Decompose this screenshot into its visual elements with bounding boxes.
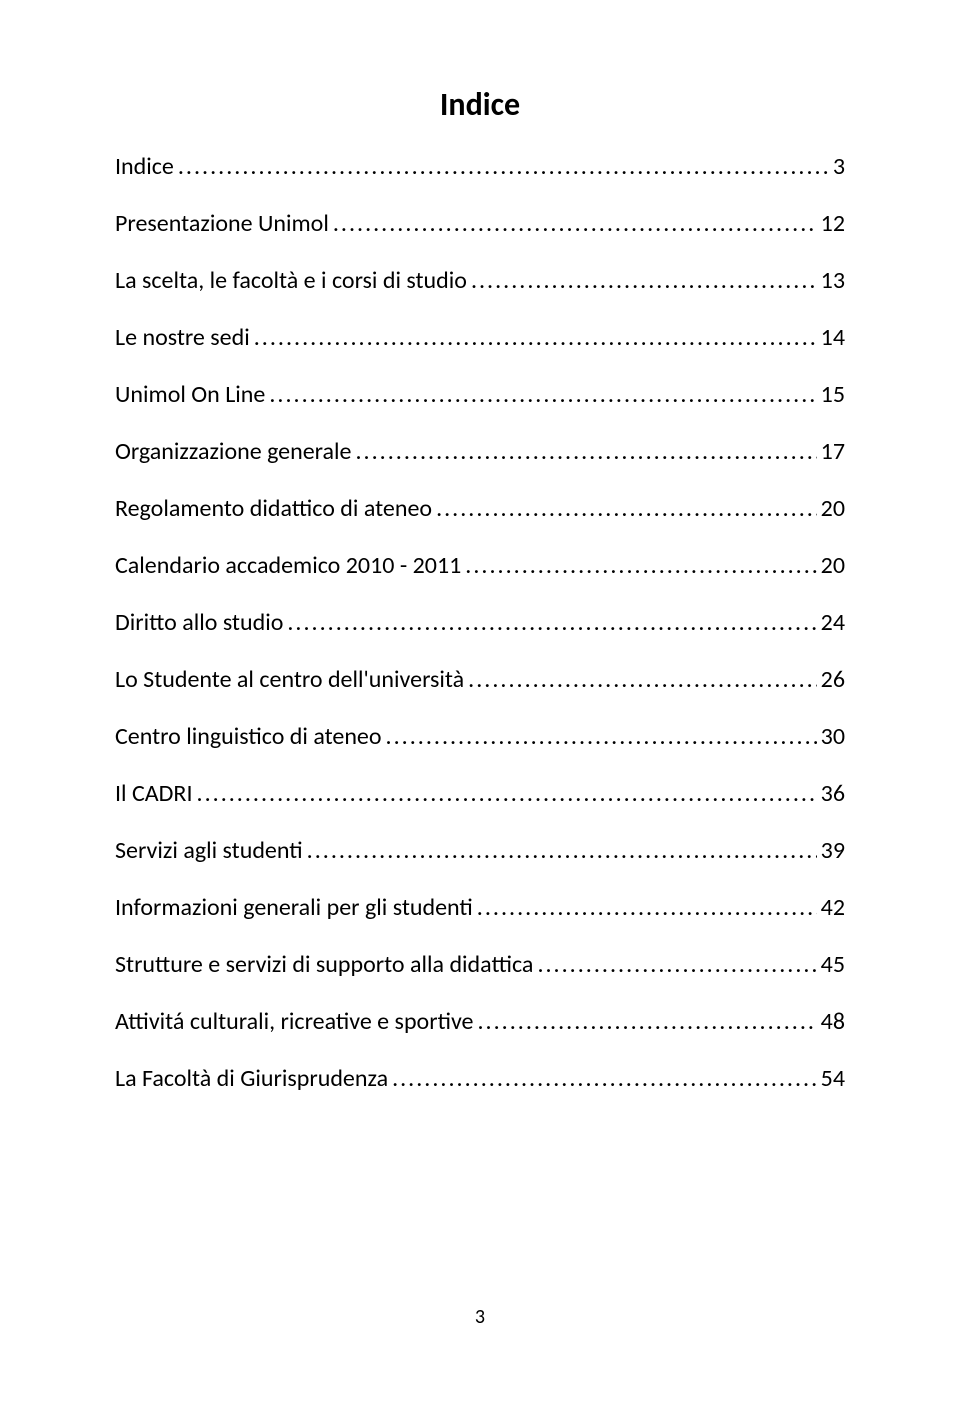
toc-dots [468, 665, 817, 694]
toc-entry: Il CADRI 36 [115, 779, 845, 808]
toc-dots [197, 779, 817, 808]
toc-entry-title: Attivitá culturali, ricreative e sportiv… [115, 1007, 474, 1036]
toc-entry-page: 48 [821, 1007, 845, 1036]
toc-dots [537, 950, 816, 979]
toc-entry-title: Servizi agli studenti [115, 836, 303, 865]
toc-dots [355, 437, 816, 466]
toc-entry-title: Il CADRI [115, 779, 193, 808]
toc-dots [478, 1007, 817, 1036]
toc-entry-page: 54 [821, 1064, 845, 1093]
toc-entry: Calendario accademico 2010 - 2011 20 [115, 551, 845, 580]
toc-entry: Attivitá culturali, ricreative e sportiv… [115, 1007, 845, 1036]
toc-entry-page: 26 [821, 665, 845, 694]
toc-entry-title: Informazioni generali per gli studenti [115, 893, 473, 922]
toc-container: Indice 3 Presentazione Unimol 12 La scel… [115, 152, 845, 1093]
toc-entry: Strutture e servizi di supporto alla did… [115, 950, 845, 979]
toc-entry-title: Organizzazione generale [115, 437, 351, 466]
toc-dots [254, 323, 817, 352]
toc-entry-title: Regolamento didattico di ateneo [115, 494, 432, 523]
toc-entry-page: 20 [821, 551, 845, 580]
toc-entry-page: 36 [821, 779, 845, 808]
toc-entry-page: 12 [821, 209, 845, 238]
toc-entry-title: Centro linguistico di ateneo [115, 722, 382, 751]
toc-entry-page: 3 [833, 152, 845, 181]
toc-entry: Le nostre sedi 14 [115, 323, 845, 352]
toc-dots [307, 836, 817, 865]
toc-entry: Lo Studente al centro dell'università 26 [115, 665, 845, 694]
toc-dots [269, 380, 816, 409]
toc-entry-title: La scelta, le facoltà e i corsi di studi… [115, 266, 467, 295]
toc-entry: Regolamento didattico di ateneo 20 [115, 494, 845, 523]
toc-entry: La Facoltà di Giurisprudenza 54 [115, 1064, 845, 1093]
toc-entry: Informazioni generali per gli studenti 4… [115, 893, 845, 922]
toc-dots [477, 893, 817, 922]
toc-dots [471, 266, 817, 295]
toc-entry-title: Strutture e servizi di supporto alla did… [115, 950, 533, 979]
toc-entry-page: 30 [821, 722, 845, 751]
toc-entry-page: 13 [821, 266, 845, 295]
toc-entry-title: Unimol On Line [115, 380, 265, 409]
toc-dots [436, 494, 817, 523]
toc-entry: Centro linguistico di ateneo 30 [115, 722, 845, 751]
toc-entry: La scelta, le facoltà e i corsi di studi… [115, 266, 845, 295]
toc-entry: Presentazione Unimol 12 [115, 209, 845, 238]
toc-dots [287, 608, 816, 637]
toc-entry-page: 17 [821, 437, 845, 466]
toc-entry-page: 15 [821, 380, 845, 409]
toc-dots [392, 1064, 817, 1093]
toc-entry-title: Calendario accademico 2010 - 2011 [115, 551, 461, 580]
toc-entry: Unimol On Line 15 [115, 380, 845, 409]
toc-entry-page: 42 [821, 893, 845, 922]
toc-dots [333, 209, 817, 238]
toc-entry-page: 20 [821, 494, 845, 523]
toc-entry-title: Le nostre sedi [115, 323, 250, 352]
toc-entry-title: Indice [115, 152, 174, 181]
toc-entry: Organizzazione generale 17 [115, 437, 845, 466]
toc-entry-page: 24 [821, 608, 845, 637]
page-number: 3 [475, 1305, 485, 1329]
toc-entry-page: 14 [821, 323, 845, 352]
page-title: Indice [115, 85, 845, 124]
toc-entry: Diritto allo studio 24 [115, 608, 845, 637]
toc-entry-title: Lo Studente al centro dell'università [115, 665, 464, 694]
toc-entry-page: 39 [821, 836, 845, 865]
toc-dots [386, 722, 817, 751]
toc-entry-title: Presentazione Unimol [115, 209, 329, 238]
toc-entry: Indice 3 [115, 152, 845, 181]
toc-dots [465, 551, 816, 580]
toc-entry-title: La Facoltà di Giurisprudenza [115, 1064, 388, 1093]
toc-dots [178, 152, 829, 181]
toc-entry-page: 45 [821, 950, 845, 979]
toc-entry: Servizi agli studenti 39 [115, 836, 845, 865]
toc-entry-title: Diritto allo studio [115, 608, 283, 637]
